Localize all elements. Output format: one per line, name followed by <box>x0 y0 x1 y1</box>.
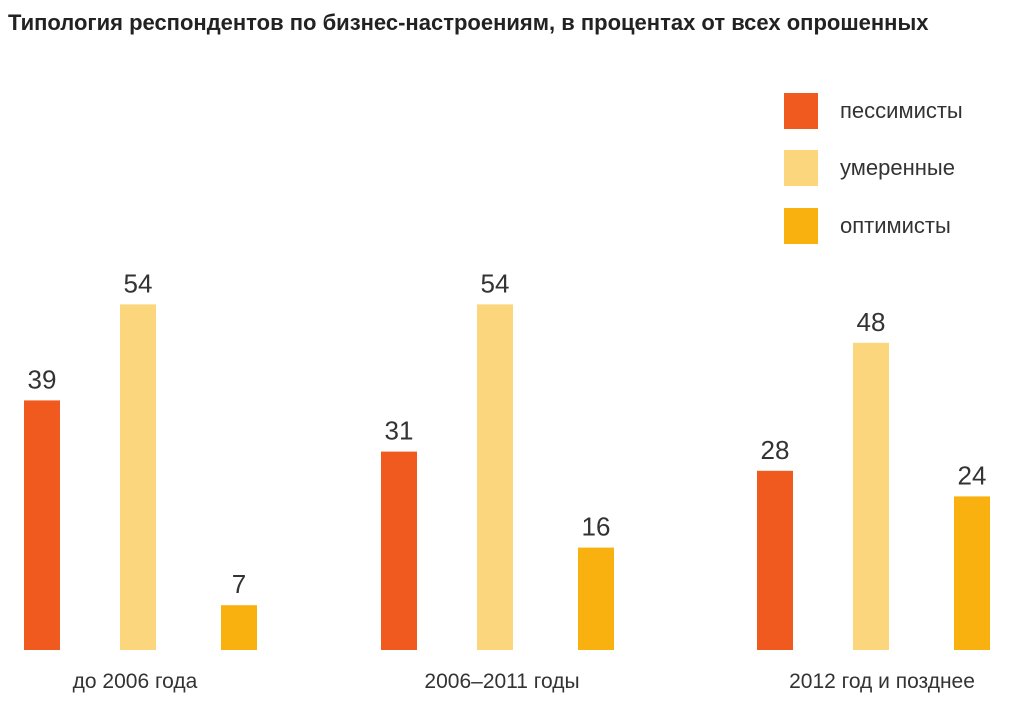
bar-2-2 <box>954 496 990 650</box>
bar-0-1 <box>381 451 417 650</box>
bar-2-1 <box>578 547 614 650</box>
data-label: 31 <box>385 416 414 446</box>
legend-swatch <box>784 93 818 129</box>
data-label: 54 <box>124 268 153 298</box>
bar-1-1 <box>477 304 513 650</box>
legend-swatch <box>784 208 818 244</box>
bar-0-0 <box>24 400 60 650</box>
data-label: 54 <box>481 268 510 298</box>
legend-swatch <box>784 150 818 186</box>
bar-1-0 <box>120 304 156 650</box>
category-label: 2012 год и позднее <box>789 670 975 693</box>
legend-item: умеренные <box>784 150 955 186</box>
data-label: 7 <box>232 569 246 599</box>
bar-1-2 <box>853 342 889 650</box>
data-label: 28 <box>761 435 790 465</box>
data-label: 16 <box>582 512 611 542</box>
chart-title: Типология респондентов по бизнес-настрое… <box>8 10 929 35</box>
category-label: до 2006 года <box>73 670 198 693</box>
category-label: 2006–2011 годы <box>424 670 579 693</box>
data-label: 24 <box>958 460 987 490</box>
legend-label: оптимисты <box>840 213 951 238</box>
legend-item: пессимисты <box>784 93 963 129</box>
bar-0-2 <box>757 470 793 650</box>
legend-item: оптимисты <box>784 208 951 244</box>
legend-label: пессимисты <box>840 98 963 123</box>
bar-2-0 <box>221 605 257 650</box>
data-label: 48 <box>857 307 886 337</box>
data-label: 39 <box>28 364 57 394</box>
legend-label: умеренные <box>840 155 955 180</box>
